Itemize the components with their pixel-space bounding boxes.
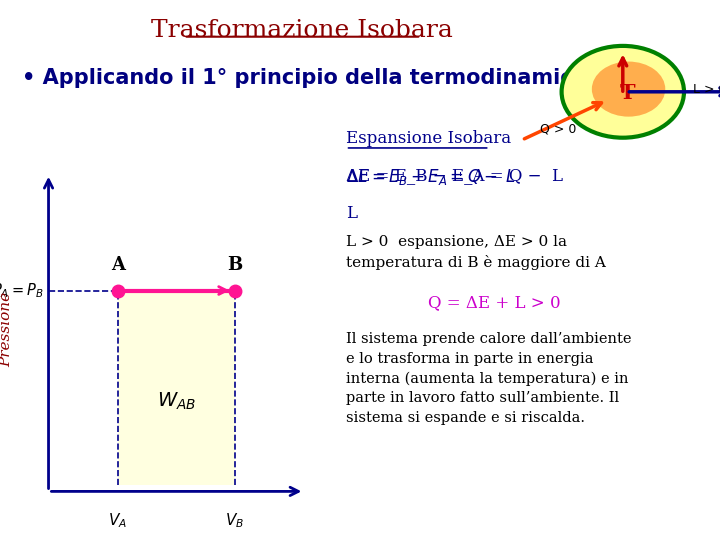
Text: ΔE = E_B − E_A = Q −  L: ΔE = E_B − E_A = Q − L [346, 167, 562, 184]
Text: L > 0: L > 0 [693, 83, 720, 96]
Text: $W_{AB}$: $W_{AB}$ [157, 390, 196, 411]
Circle shape [592, 62, 665, 117]
Text: T: T [620, 83, 636, 103]
Text: L: L [346, 205, 356, 222]
Text: Espansione Isobara: Espansione Isobara [346, 130, 510, 146]
Text: Il sistema prende calore dall’ambiente
e lo trasforma in parte in energia
intern: Il sistema prende calore dall’ambiente e… [346, 332, 631, 424]
Text: $\Delta E = E_B - E_A = Q - \ L$: $\Delta E = E_B - E_A = Q - \ L$ [346, 167, 516, 187]
Text: Q > 0: Q > 0 [540, 122, 576, 135]
Circle shape [562, 46, 684, 138]
Text: Trasformazione Isobara: Trasformazione Isobara [151, 19, 454, 42]
Text: $P_A = P_B$: $P_A = P_B$ [0, 281, 43, 300]
Text: L > 0  espansione, ΔE > 0 la
temperatura di B è maggiore di A: L > 0 espansione, ΔE > 0 la temperatura … [346, 235, 606, 270]
Text: B: B [228, 256, 243, 274]
Text: A: A [111, 256, 125, 274]
Bar [118, 291, 235, 485]
Text: Pressione: Pressione [0, 292, 13, 367]
Text: $V_A$: $V_A$ [108, 511, 127, 530]
Text: Q = ΔE + L > 0: Q = ΔE + L > 0 [428, 294, 561, 311]
Text: • Applicando il 1° principio della termodinamica: • Applicando il 1° principio della termo… [22, 68, 586, 87]
Text: $V_B$: $V_B$ [225, 511, 245, 530]
